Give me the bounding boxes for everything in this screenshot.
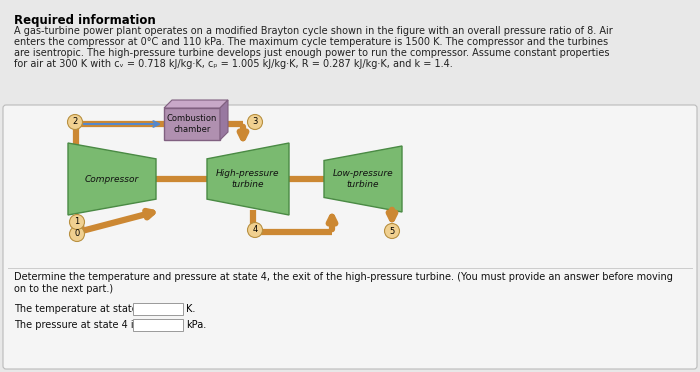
Text: Determine the temperature and pressure at state 4, the exit of the high-pressure: Determine the temperature and pressure a… — [14, 272, 673, 282]
Text: 5: 5 — [389, 227, 395, 235]
Text: The pressure at state 4 is: The pressure at state 4 is — [14, 320, 139, 330]
Text: A gas-turbine power plant operates on a modified Brayton cycle shown in the figu: A gas-turbine power plant operates on a … — [14, 26, 612, 36]
Text: Combustion
chamber: Combustion chamber — [167, 114, 217, 134]
Text: The temperature at state 4 is: The temperature at state 4 is — [14, 304, 158, 314]
Text: 0: 0 — [74, 230, 80, 238]
Text: 3: 3 — [252, 118, 258, 126]
Text: 2: 2 — [72, 118, 78, 126]
Circle shape — [248, 115, 262, 129]
FancyBboxPatch shape — [164, 108, 220, 140]
Text: 1: 1 — [74, 218, 80, 227]
FancyBboxPatch shape — [133, 303, 183, 315]
Text: on to the next part.): on to the next part.) — [14, 284, 113, 294]
Polygon shape — [207, 143, 289, 215]
Circle shape — [69, 215, 85, 230]
Text: kPa.: kPa. — [186, 320, 206, 330]
Polygon shape — [68, 143, 156, 215]
Text: enters the compressor at 0°C and 110 kPa. The maximum cycle temperature is 1500 : enters the compressor at 0°C and 110 kPa… — [14, 37, 608, 47]
Polygon shape — [164, 100, 228, 108]
Text: for air at 300 K with cᵥ = 0.718 kJ/kg·K, cₚ = 1.005 kJ/kg·K, R = 0.287 kJ/kg·K,: for air at 300 K with cᵥ = 0.718 kJ/kg·K… — [14, 59, 453, 69]
Text: are isentropic. The high-pressure turbine develops just enough power to run the : are isentropic. The high-pressure turbin… — [14, 48, 610, 58]
FancyBboxPatch shape — [133, 319, 183, 331]
Polygon shape — [324, 146, 402, 212]
Text: Compressor: Compressor — [85, 174, 139, 183]
Text: 4: 4 — [253, 225, 258, 234]
Text: High-pressure
turbine: High-pressure turbine — [216, 169, 280, 189]
Text: Required information: Required information — [14, 14, 155, 27]
Circle shape — [248, 222, 262, 237]
Text: K.: K. — [186, 304, 195, 314]
FancyBboxPatch shape — [3, 105, 697, 369]
Circle shape — [384, 224, 400, 238]
Text: Low-pressure
turbine: Low-pressure turbine — [332, 169, 393, 189]
Circle shape — [67, 115, 83, 129]
Circle shape — [69, 227, 85, 241]
Polygon shape — [220, 100, 228, 140]
